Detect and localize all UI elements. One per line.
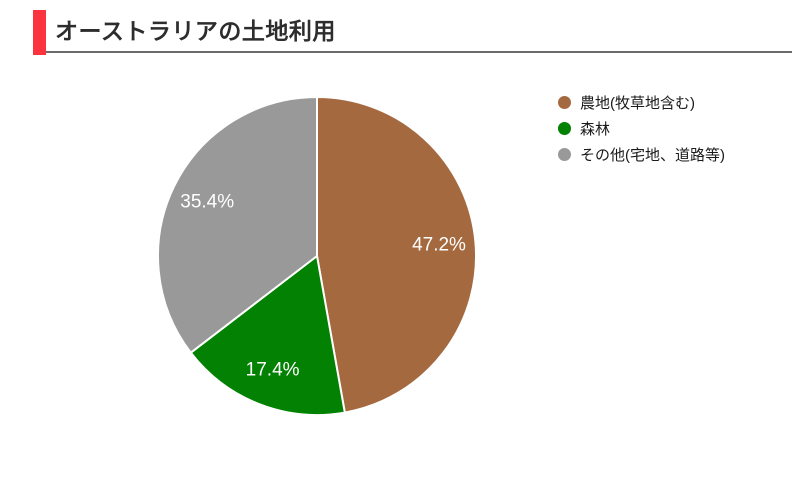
- pie-slice-label: 35.4%: [180, 191, 234, 212]
- pie-chart: 47.2% 17.4% 35.4%: [150, 89, 484, 423]
- legend-swatch-forest-icon: [558, 121, 571, 135]
- pie-slice-label: 17.4%: [246, 360, 300, 381]
- legend-item-label: その他(宅地、道路等): [580, 146, 725, 164]
- chart-legend: 農地(牧草地含む) 森林 その他(宅地、道路等): [558, 89, 725, 167]
- legend-item-other: その他(宅地、道路等): [558, 141, 725, 167]
- pie-slice: [189, 255, 346, 416]
- page-header: オーストラリアの土地利用: [33, 10, 792, 55]
- legend-swatch-farmland-icon: [558, 95, 571, 109]
- title-accent-bar: [33, 10, 46, 55]
- legend-item-forest: 森林: [558, 115, 725, 141]
- pie-slice-label: 47.2%: [412, 235, 466, 256]
- legend-item-label: 森林: [580, 120, 611, 138]
- legend-item-farmland: 農地(牧草地含む): [558, 89, 725, 115]
- pie-slice: [316, 96, 478, 414]
- pie-slice: [157, 96, 318, 354]
- page-title: オーストラリアの土地利用: [55, 18, 336, 44]
- legend-swatch-other-icon: [558, 147, 571, 161]
- legend-item-label: 農地(牧草地含む): [580, 94, 695, 112]
- pie-chart-svg: 47.2% 17.4% 35.4%: [157, 96, 478, 416]
